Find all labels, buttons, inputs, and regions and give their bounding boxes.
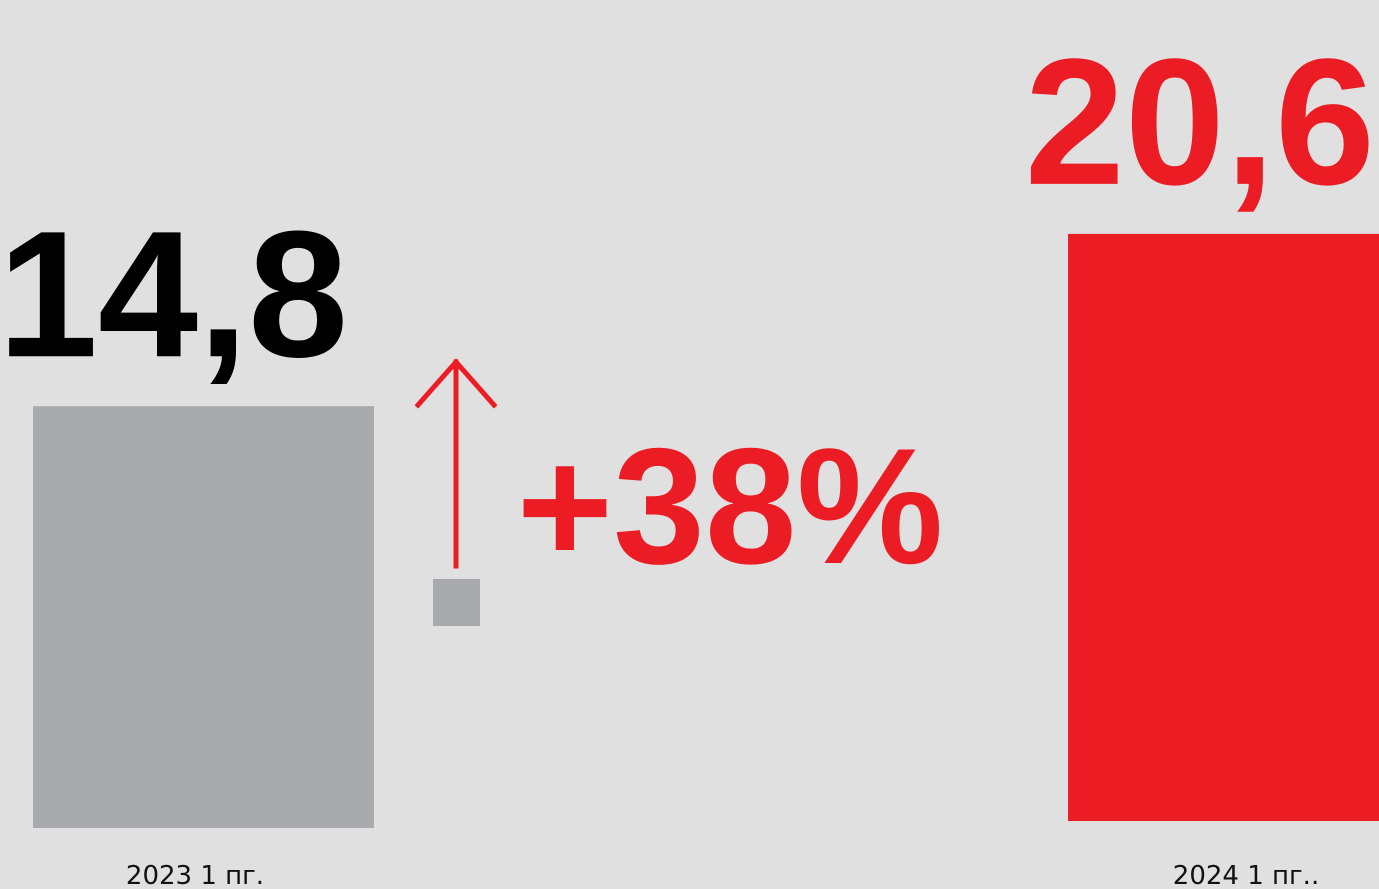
change-percentage: +38% xyxy=(517,414,944,598)
change-indicator: +38% xyxy=(414,358,944,626)
arrow-base-square xyxy=(433,579,480,626)
arrow-up-icon xyxy=(414,358,498,569)
bar-1 xyxy=(33,406,374,828)
bar-value-label-2: 20,6 xyxy=(1025,22,1375,223)
category-label-1: 2023 1 пг. xyxy=(126,861,264,889)
labels-layer: 14,8 2023 1 пг. 20,6 2024 1 пг.. xyxy=(0,22,1375,889)
category-label-2: 2024 1 пг.. xyxy=(1173,861,1319,889)
bar-value-label-1: 14,8 xyxy=(0,194,348,395)
bar-2 xyxy=(1068,233,1379,821)
bars-layer xyxy=(33,233,1379,828)
